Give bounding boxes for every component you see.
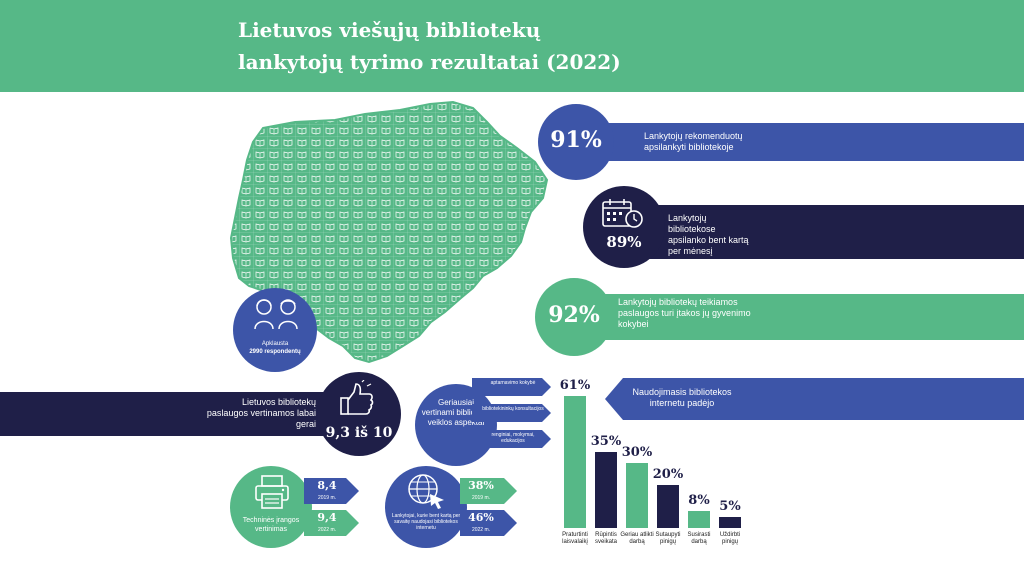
quality-band [565, 294, 1024, 340]
internet-arrow-2022 [460, 510, 517, 536]
bar-category-label-6: Uždirbti pinigų [719, 532, 741, 545]
aspects-title: Geriausiai vertinami bibliotekų veiklos … [421, 398, 491, 427]
equipment-arrow-2022 [304, 510, 359, 536]
aspects-arrows [472, 378, 551, 448]
equipment-value-2022: 9,4 [317, 511, 337, 524]
respondents-circle [233, 288, 317, 372]
bar-5 [688, 510, 710, 528]
page-title-line-1: Lietuvos viešųjų bibliotekų [238, 18, 541, 42]
calendar-clock-icon [602, 199, 643, 228]
bar-value-label-3: 30% [621, 445, 653, 461]
equipment-title: Techninės įrangos vertinimas [242, 517, 300, 533]
bar-1 [564, 396, 586, 528]
rating-value: 9,3 iš 10 [325, 425, 393, 441]
aspect-arrow-2 [472, 404, 551, 422]
aspects-circle [415, 384, 497, 466]
aspect-arrow-3 [472, 430, 551, 448]
people-icon [254, 299, 298, 330]
internet-arrows [460, 478, 517, 536]
chart-title: Naudojimasis bibliotekos internetu padėj… [632, 387, 732, 408]
quality-text: Lankytojų bibliotekų teikiamos paslaugos… [618, 297, 751, 329]
respondents-label: Apklausta [261, 341, 289, 347]
internet-title: Lankytojai, kurie bent kartą per savaitę… [391, 513, 461, 531]
bar-category-label-2: Rūpintis sveikata [594, 532, 617, 545]
internet-arrow-2019 [460, 478, 517, 504]
recommend-circle [538, 104, 614, 180]
header-banner [0, 0, 1024, 92]
bar-chart: 61% Praturtinti laisvalaikį 35% Rūpintis sv… [559, 378, 750, 556]
internet-year-2022: 2022 m. [471, 527, 491, 533]
lithuania-map [229, 100, 549, 364]
monthly-value: 89% [606, 233, 642, 251]
bar-value-label-2: 35% [590, 434, 622, 450]
monthly-text: Lankytojų bibliotekose apsilanko bent ka… [668, 213, 749, 256]
quality-circle [535, 278, 613, 356]
bar-4 [657, 484, 679, 528]
thumbs-up-icon [340, 380, 374, 415]
quality-value: 92% [548, 302, 600, 328]
rating-text: Lietuvos bibliotekų paslaugos vertinamos… [206, 397, 316, 429]
bar-3 [626, 463, 648, 528]
bar-2 [595, 452, 617, 528]
globe-cursor-icon [408, 474, 444, 509]
aspect-item-3: renginiai, mokymai, edukacijos [491, 432, 535, 444]
aspect-item-2: bibliotekininkų konsultacijos [482, 406, 544, 412]
lithuania-map-shape [229, 100, 549, 364]
aspect-item-1: aptarnavimo kokybė [490, 380, 536, 386]
respondents-count: 2990 respondentų [249, 349, 301, 355]
bar-category-label-4: Sutaupyti pinigų [655, 532, 681, 545]
recommend-value: 91% [550, 127, 602, 153]
recommend-band [565, 123, 1024, 161]
equipment-arrows [304, 478, 359, 536]
monthly-band [615, 205, 1024, 259]
bar-value-label-4: 20% [652, 466, 684, 482]
aspect-arrow-1 [472, 378, 551, 396]
equipment-year-2022: 2022 m. [317, 527, 337, 533]
rating-band [0, 392, 372, 436]
internet-value-2019: 38% [468, 479, 494, 492]
bar-category-label-5: Susirasti darbą [687, 532, 711, 545]
internet-circle [385, 466, 467, 548]
equipment-year-2019: 2019 m. [317, 495, 337, 501]
bar-value-label-5: 8% [688, 492, 710, 508]
equipment-arrow-2019 [304, 478, 359, 504]
chart-title-band [605, 378, 1024, 420]
bar-value-label-6: 5% [719, 499, 741, 515]
bar-category-label-3: Geriau atlikti darbą [620, 532, 654, 545]
bar-value-label-1: 61% [559, 378, 591, 393]
bar-category-label-1: Praturtinti laisvalaikį [562, 532, 588, 545]
page-title-line-2: lankytojų tyrimo rezultatai (2022) [238, 50, 621, 74]
bar-6 [719, 517, 741, 528]
equipment-value-2019: 8,4 [317, 479, 337, 492]
internet-year-2019: 2019 m. [471, 495, 491, 501]
recommend-text: Lankytojų rekomenduotų apsilankyti bibli… [644, 131, 743, 152]
internet-value-2022: 46% [468, 511, 494, 524]
printer-icon [255, 475, 289, 509]
